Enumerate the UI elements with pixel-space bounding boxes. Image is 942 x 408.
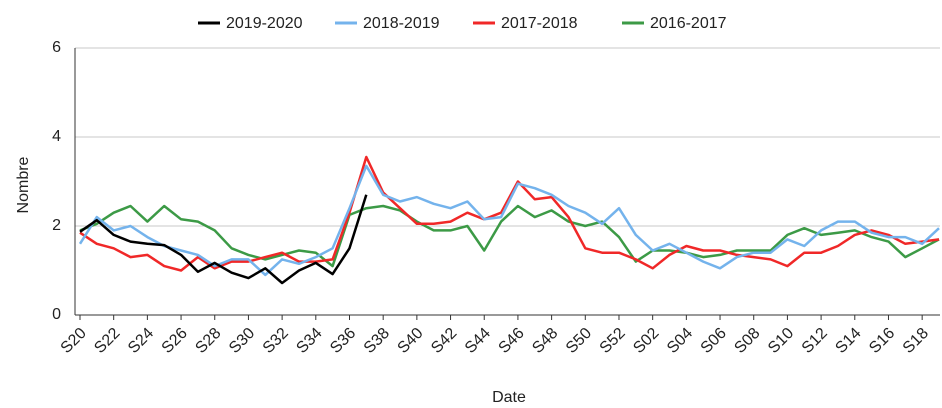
x-tick-label: S28 (192, 325, 224, 357)
x-tick-label: S24 (125, 325, 157, 357)
x-tick-label: S16 (866, 325, 898, 357)
y-tick-label: 6 (52, 39, 61, 56)
legend-label: 2017-2018 (501, 15, 578, 32)
x-tick-label: S30 (226, 325, 258, 357)
x-tick-label: S20 (58, 325, 90, 357)
x-tick-label: S12 (799, 325, 831, 357)
x-tick-label: S46 (496, 325, 528, 357)
y-tick-label: 4 (52, 128, 61, 145)
series-line (79, 155, 940, 272)
series-line (78, 164, 940, 277)
x-tick-label: S10 (765, 325, 797, 357)
x-tick-label: S06 (698, 325, 730, 357)
x-tick-label: S40 (395, 325, 427, 357)
x-tick-label: S34 (293, 325, 325, 357)
x-tick-label: S44 (462, 325, 494, 357)
x-tick-label: S14 (832, 325, 864, 357)
x-tick-label: S38 (361, 325, 393, 357)
x-tick-label: S52 (597, 325, 629, 357)
y-axis-label: Nombre (15, 156, 32, 213)
x-tick-label: S50 (563, 325, 595, 357)
x-tick-label: S26 (159, 325, 191, 357)
legend-label: 2016-2017 (650, 15, 727, 32)
x-tick-label: S48 (529, 325, 561, 357)
x-axis-label: Date (492, 389, 526, 406)
x-tick-label: S22 (91, 325, 123, 357)
x-tick-label: S04 (664, 325, 696, 357)
x-tick-label: S02 (630, 325, 662, 357)
y-tick-label: 2 (52, 217, 61, 234)
x-tick-label: S08 (731, 325, 763, 357)
series-line (79, 194, 368, 285)
series-line (79, 204, 940, 268)
y-tick-label: 0 (52, 306, 61, 323)
x-tick-label: S42 (428, 325, 460, 357)
legend-label: 2018-2019 (363, 15, 440, 32)
x-tick-label: S36 (327, 325, 359, 357)
legend-label: 2019-2020 (226, 15, 303, 32)
x-tick-label: S32 (260, 325, 292, 357)
x-tick-label: S18 (900, 325, 932, 357)
